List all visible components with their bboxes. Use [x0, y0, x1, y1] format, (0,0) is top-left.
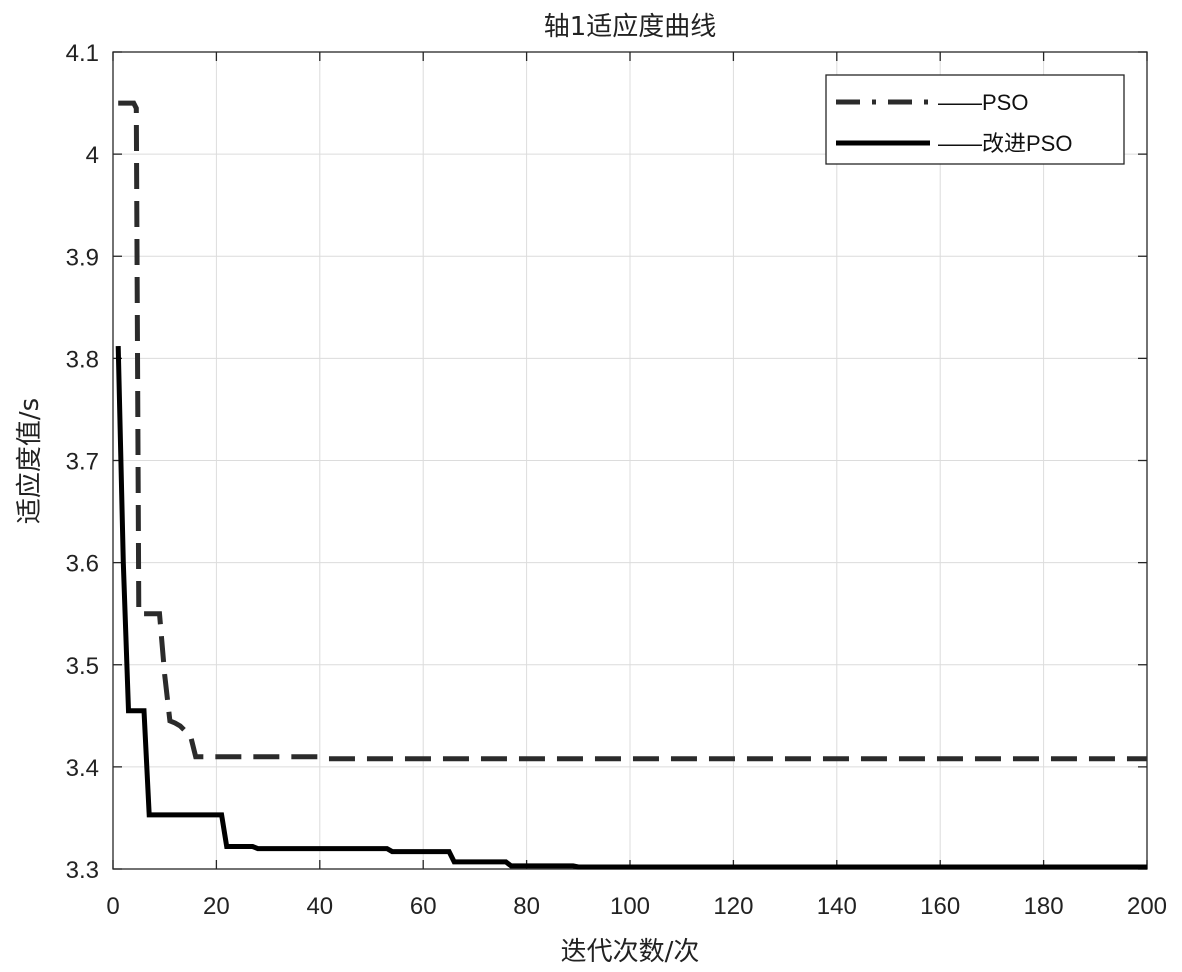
- y-tick-label: 4.1: [66, 40, 99, 67]
- legend-box: [825, 74, 1125, 165]
- y-tick-label: 3.6: [66, 551, 99, 578]
- x-tick-label: 0: [106, 893, 119, 920]
- x-tick-label: 40: [306, 893, 333, 920]
- y-tick-label: 3.4: [66, 755, 99, 782]
- chart-title: 轴1适应度曲线: [544, 12, 717, 42]
- x-tick-label: 160: [920, 893, 960, 920]
- x-tick-labels: 0 20 40 60 80 100 120 140 160 180 200: [106, 893, 1167, 920]
- pso-series-line: [118, 100, 1147, 762]
- series-layer: [115, 100, 1147, 870]
- y-tick-label: 3.9: [66, 244, 99, 271]
- y-tick-label: 4: [86, 142, 99, 169]
- y-tick-label: 3.3: [66, 857, 99, 884]
- y-tick-label: 3.7: [66, 449, 99, 476]
- x-axis-label: 迭代次数/次: [561, 937, 700, 967]
- x-tick-label: 120: [713, 893, 753, 920]
- y-axis-label: 适应度值/s: [15, 398, 45, 524]
- improved-pso-series-line: [115, 346, 1147, 870]
- x-tick-label: 140: [817, 893, 857, 920]
- y-tick-label: 3.5: [66, 653, 99, 680]
- legend: ——PSO ——改进PSO: [825, 74, 1125, 165]
- y-tick-labels: 3.3 3.4 3.5 3.6 3.7 3.8 3.9 4 4.1: [66, 40, 99, 884]
- x-tick-label: 20: [203, 893, 230, 920]
- x-tick-label: 100: [610, 893, 650, 920]
- x-tick-label: 180: [1024, 893, 1064, 920]
- x-tick-label: 60: [410, 893, 437, 920]
- y-tick-label: 3.8: [66, 346, 99, 373]
- legend-pso-label: ——PSO: [938, 90, 1028, 115]
- legend-improved-pso-label: ——改进PSO: [938, 131, 1072, 156]
- x-tick-label: 80: [513, 893, 540, 920]
- x-tick-label: 200: [1127, 893, 1167, 920]
